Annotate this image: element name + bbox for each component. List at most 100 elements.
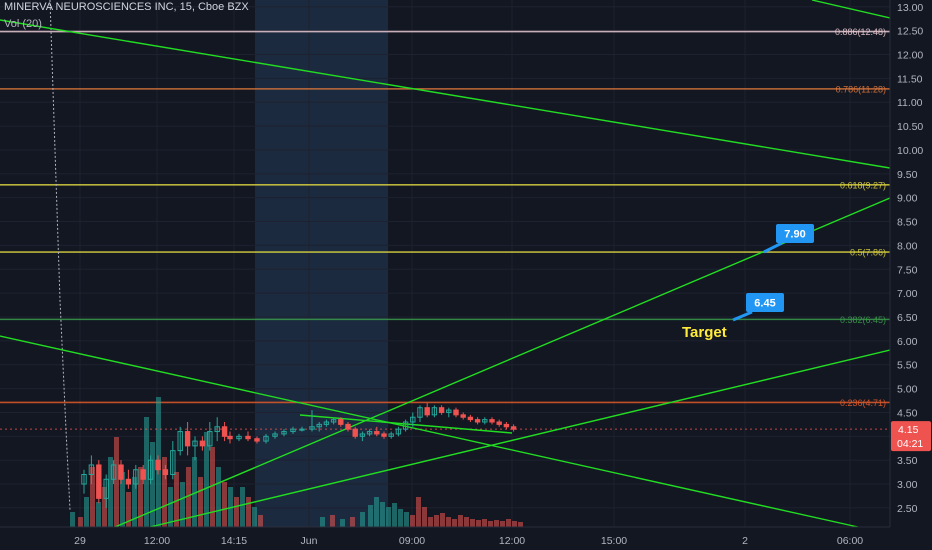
candle-body [474,419,481,423]
candle-body [272,433,278,437]
volume-bar [452,519,457,527]
volume-bar [464,517,469,527]
volume-bar [374,497,379,527]
candle-body [417,407,423,418]
volume-bar [404,512,409,527]
volume-bar [434,515,439,527]
volume-bar [428,517,433,527]
volume-bar [204,432,209,527]
volume-bar [458,515,463,527]
time-axis: 29 12:00 14:15 Jun 09:00 12:00 15:00 2 06:00 [0,526,932,550]
candle-body [410,416,416,423]
volume-bar [360,512,365,527]
candle-body [227,435,233,440]
volume-bar [518,522,523,527]
trend-line-0 [811,0,891,19]
candle-body [88,464,95,476]
candle-body [245,435,251,440]
volume-bar [500,521,505,527]
candle-body [281,431,287,435]
volume-indicator-label[interactable]: Vol (20) [4,18,42,30]
volume-bar [70,512,75,527]
last-price-value: 4.15 [898,424,919,436]
time-axis-background [0,527,932,550]
time-tick-label: 2 [742,535,748,547]
volume-bar [398,509,403,527]
price-tick-label: 12.00 [897,50,923,62]
candle-body [207,431,213,447]
candle-body [316,423,322,428]
volume-bar [330,515,335,527]
candle-body [402,421,409,430]
volume-bar [192,457,197,527]
volume-bar [78,517,83,527]
callout-pointer-0 [763,241,783,254]
candle-body [366,431,373,435]
candle-body [184,431,191,447]
volume-bar [320,517,325,527]
early-price-trace [49,0,71,511]
candle-body [309,426,315,430]
price-tick-label: 9.50 [897,169,918,181]
price-tick-label: 7.50 [897,264,918,276]
callout-pointer-1 [732,310,753,322]
candle-body [110,464,117,480]
price-tick-label: 4.50 [897,407,918,419]
volume-bar [102,487,107,527]
candle-body [345,423,351,430]
volume-bar [174,472,179,527]
candle-body [140,469,146,480]
candle-body [103,478,109,499]
candle-body [125,478,132,485]
volume-bar [494,520,499,527]
volume-bar [252,507,257,527]
time-tick-label: 12:00 [499,535,525,547]
session-highlight [255,0,388,527]
candle-body [81,474,87,485]
candle-body [330,419,337,423]
time-tick-label: 29 [74,535,86,547]
candle-body [496,421,502,425]
candle-body [236,435,242,440]
fib-label-0: 0.886(12.48) [835,27,886,37]
candle-body [359,433,366,437]
volume-bar [340,519,345,527]
candle-body [446,409,452,413]
volume-bar [90,467,95,527]
price-axis: 2.503.003.504.004.505.005.506.006.507.00… [889,0,932,550]
time-tick-label: 15:00 [601,535,627,547]
callout-box-0 [776,224,814,243]
volume-bar [216,467,221,527]
price-tick-label: 11.50 [897,73,923,85]
volume-bar [246,497,251,527]
price-tick-label: 5.50 [897,360,918,372]
volume-bar [168,487,173,527]
price-tick-label: 6.00 [897,336,918,348]
price-tick-label: 3.50 [897,455,918,467]
volume-bar [84,497,89,527]
volume-bar [126,492,131,527]
price-tick-label: 3.00 [897,479,918,491]
volume-bar [120,472,125,527]
callout-label-0: 7.90 [784,229,805,241]
volume-bar [228,487,233,527]
candle-body [214,426,220,433]
candle-body [467,416,474,421]
volume-bar [512,521,517,527]
price-tick-label: 5.00 [897,384,918,396]
price-axis-background [890,0,932,550]
volume-bar [476,520,481,527]
volume-bar [162,457,167,527]
volume-bar [240,487,245,527]
bar-countdown: 04:21 [897,438,923,450]
volume-bar [144,417,149,527]
time-tick-label: Jun [301,535,318,547]
fib-label-1: 0.786(11.28) [836,84,886,94]
price-tick-label: 10.50 [897,121,923,133]
candles [81,402,517,508]
volume-bar [446,517,451,527]
candle-body [323,421,330,425]
candle-body [192,440,198,447]
